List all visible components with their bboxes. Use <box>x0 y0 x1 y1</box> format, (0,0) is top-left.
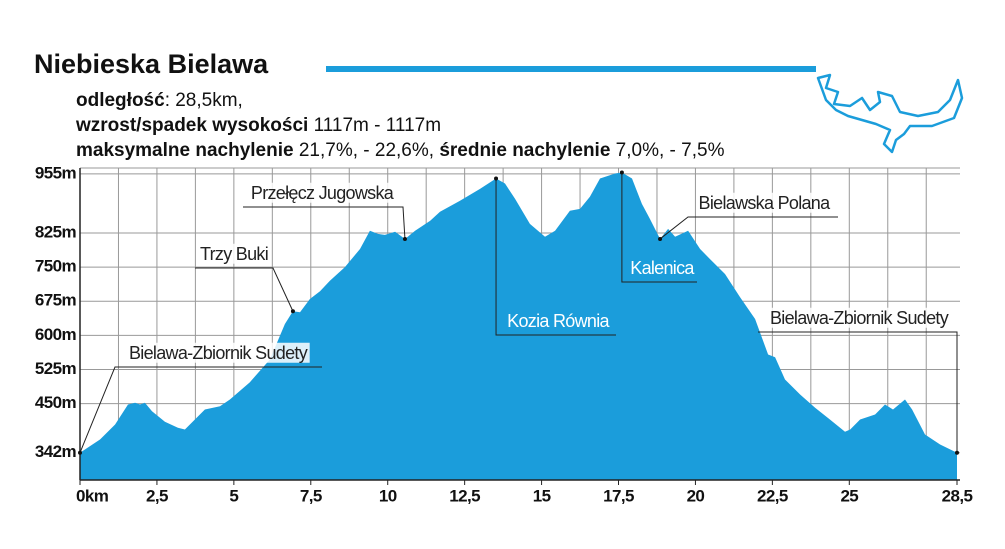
annotation-leader <box>195 267 294 312</box>
info-label: maksymalne nachylenie <box>76 140 294 161</box>
annotation-point <box>78 450 82 455</box>
plot: 342m 450m 525m 600m 675m 750m 825m 955m 0km 2,5 5 7… <box>35 163 973 505</box>
annotation-label: Kozia Równia <box>507 311 610 331</box>
info-value: 7,0%, - 7,5% <box>610 140 724 161</box>
route-map <box>816 73 964 154</box>
x-tick-label: 5 <box>229 486 238 505</box>
annotation-point <box>494 176 499 181</box>
annotation-bg <box>696 192 834 213</box>
y-tick-label: 525m <box>35 359 77 378</box>
x-tick-label: 25 <box>840 486 858 505</box>
y-tick-label: 825m <box>35 223 77 242</box>
info: odległość: 28,5km, wzrost/spadek wysokośc… <box>75 90 725 161</box>
chart-title: Niebieska Bielawa <box>34 49 269 79</box>
elevation-area <box>80 172 957 480</box>
annotation-leader <box>758 331 958 453</box>
y-tick-label: 955m <box>35 163 77 182</box>
y-tick-label: 675m <box>35 291 77 310</box>
annotation-label: Przełęcz Jugowska <box>251 183 395 203</box>
annotation-leader <box>495 178 616 336</box>
y-tick-label: 750m <box>35 257 77 276</box>
x-tick-label: 22,5 <box>757 486 788 505</box>
y-tick-label: 450m <box>35 393 77 412</box>
y-tick-label: 342m <box>35 442 77 461</box>
y-tick-label: 600m <box>35 325 77 344</box>
annotation-leader <box>659 216 838 240</box>
annotation-label: Kalenica <box>630 258 695 278</box>
info-line: odległość: 28,5km, <box>76 90 243 111</box>
annotation-label: Bielawa-Zbiornik Sudety <box>129 343 308 363</box>
x-tick-label: 7,5 <box>300 486 322 505</box>
annotation-label: Bielawa-Zbiornik Sudety <box>770 308 949 328</box>
x-tick-label: 12,5 <box>449 486 480 505</box>
annotation-point <box>658 236 663 241</box>
info-value: : 28,5km, <box>165 90 243 111</box>
x-tick-label: 10 <box>379 486 397 505</box>
annotation-bg <box>127 342 310 363</box>
x-tick-label: 20 <box>687 486 705 505</box>
annotation-point <box>402 236 407 241</box>
annotation-label: Bielawska Polana <box>699 193 832 213</box>
info-label: odległość <box>76 90 165 111</box>
annotation-leader <box>243 206 406 239</box>
annotation-bg <box>768 307 951 328</box>
x-tick-label: 0km <box>76 486 109 505</box>
x-tick-label: 2,5 <box>146 486 168 505</box>
annotation-label: Trzy Buki <box>200 244 268 264</box>
info-line: maksymalne nachylenie 21,7%, - 22,6%, śr… <box>76 140 725 161</box>
annotation-bg <box>248 182 397 203</box>
annotation-point <box>619 170 624 175</box>
info-value: 1117m - 1117m <box>308 115 441 136</box>
info-label: wzrost/spadek wysokości <box>75 115 308 136</box>
x-tick-label: 15 <box>533 486 551 505</box>
annotation-point <box>290 309 295 314</box>
annotation-leader <box>79 366 322 453</box>
info-line: wzrost/spadek wysokości 1117m - 1117m <box>75 115 441 136</box>
annotation-point <box>955 450 959 455</box>
x-tick-label: 28,5 <box>942 486 973 505</box>
annotation-leader <box>621 172 697 283</box>
annotation-bg <box>197 243 271 264</box>
x-tick-label: 17,5 <box>603 486 634 505</box>
info-value: 21,7%, - 22,6%, <box>294 140 440 161</box>
info-label: średnie nachylenie <box>439 140 610 161</box>
